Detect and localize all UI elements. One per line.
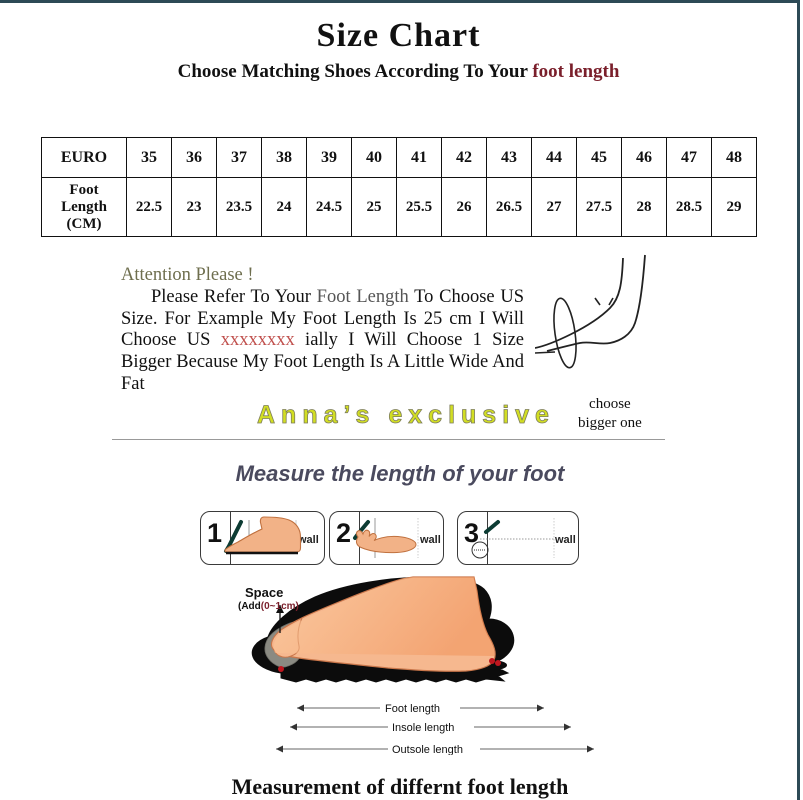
svg-text:Space: Space xyxy=(245,585,283,600)
svg-text:Insole length: Insole length xyxy=(392,722,454,734)
svg-text:(Add(0~1cm): (Add(0~1cm) xyxy=(238,601,299,612)
svg-text:Outsole length: Outsole length xyxy=(392,744,463,755)
svg-text:Foot length: Foot length xyxy=(385,703,440,715)
